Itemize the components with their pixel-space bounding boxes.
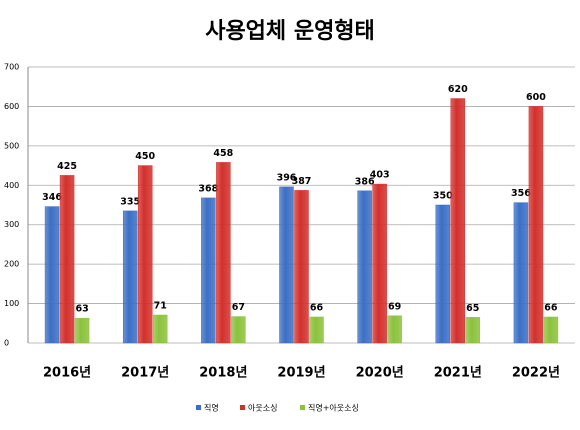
value-label: 66 <box>310 302 324 313</box>
y-tick-label: 0 <box>4 339 9 348</box>
x-tick-label: 2018년 <box>199 366 247 381</box>
x-tick-label: 2022년 <box>512 366 560 381</box>
bar <box>231 316 246 344</box>
legend-label: 아웃소싱 <box>248 403 277 413</box>
bar <box>372 183 387 344</box>
value-label: 387 <box>292 176 312 187</box>
y-tick-label: 600 <box>4 102 19 111</box>
value-label: 450 <box>135 151 155 162</box>
value-label: 425 <box>57 161 77 172</box>
x-tick-label: 2017년 <box>121 366 169 381</box>
legend-label: 직영 <box>204 403 219 413</box>
x-tick-label: 2021년 <box>434 366 482 381</box>
bar <box>152 314 168 344</box>
y-tick-label: 400 <box>4 181 19 190</box>
legend-swatch <box>196 405 201 410</box>
bar <box>44 206 60 344</box>
bar <box>513 202 529 344</box>
legend-swatch <box>300 405 305 410</box>
bar <box>450 98 466 344</box>
value-label: 356 <box>511 188 531 199</box>
value-label: 396 <box>277 172 297 183</box>
y-tick-label: 700 <box>4 63 19 72</box>
bar <box>528 106 544 344</box>
bar <box>122 210 138 344</box>
value-label: 335 <box>120 196 140 207</box>
bar <box>294 190 309 344</box>
value-label: 71 <box>154 301 167 312</box>
legend-label: 직영+아웃소싱 <box>308 403 359 413</box>
x-tick-label: 2020년 <box>356 366 404 381</box>
value-label: 368 <box>198 183 218 194</box>
value-label: 346 <box>42 192 62 203</box>
legend-swatch <box>240 405 245 410</box>
value-label: 63 <box>75 304 88 315</box>
value-label: 458 <box>213 148 233 159</box>
y-tick-label: 200 <box>4 260 19 269</box>
bar <box>201 197 216 344</box>
y-tick-label: 100 <box>4 299 19 308</box>
value-label: 600 <box>526 92 546 103</box>
x-tick-label: 2016년 <box>43 366 91 381</box>
value-label: 620 <box>448 84 468 95</box>
y-tick-label: 500 <box>4 141 19 150</box>
value-label: 65 <box>466 303 479 314</box>
value-label: 403 <box>370 170 390 181</box>
bar <box>279 186 294 344</box>
bar <box>357 190 372 344</box>
value-label: 67 <box>232 302 245 313</box>
bar <box>137 165 153 344</box>
bar <box>59 175 75 344</box>
value-label: 386 <box>355 176 375 187</box>
bar <box>216 162 231 344</box>
bar <box>309 316 324 344</box>
y-tick-label: 300 <box>4 220 19 229</box>
bar <box>74 317 90 344</box>
bar <box>387 315 402 344</box>
bar <box>465 317 481 344</box>
bar <box>543 316 559 344</box>
value-label: 66 <box>544 302 558 313</box>
bar <box>435 204 451 344</box>
value-label: 350 <box>433 191 453 202</box>
value-label: 69 <box>388 301 401 312</box>
chart-title: 사용업체 운영형태 <box>205 19 375 44</box>
x-tick-label: 2019년 <box>277 366 325 381</box>
